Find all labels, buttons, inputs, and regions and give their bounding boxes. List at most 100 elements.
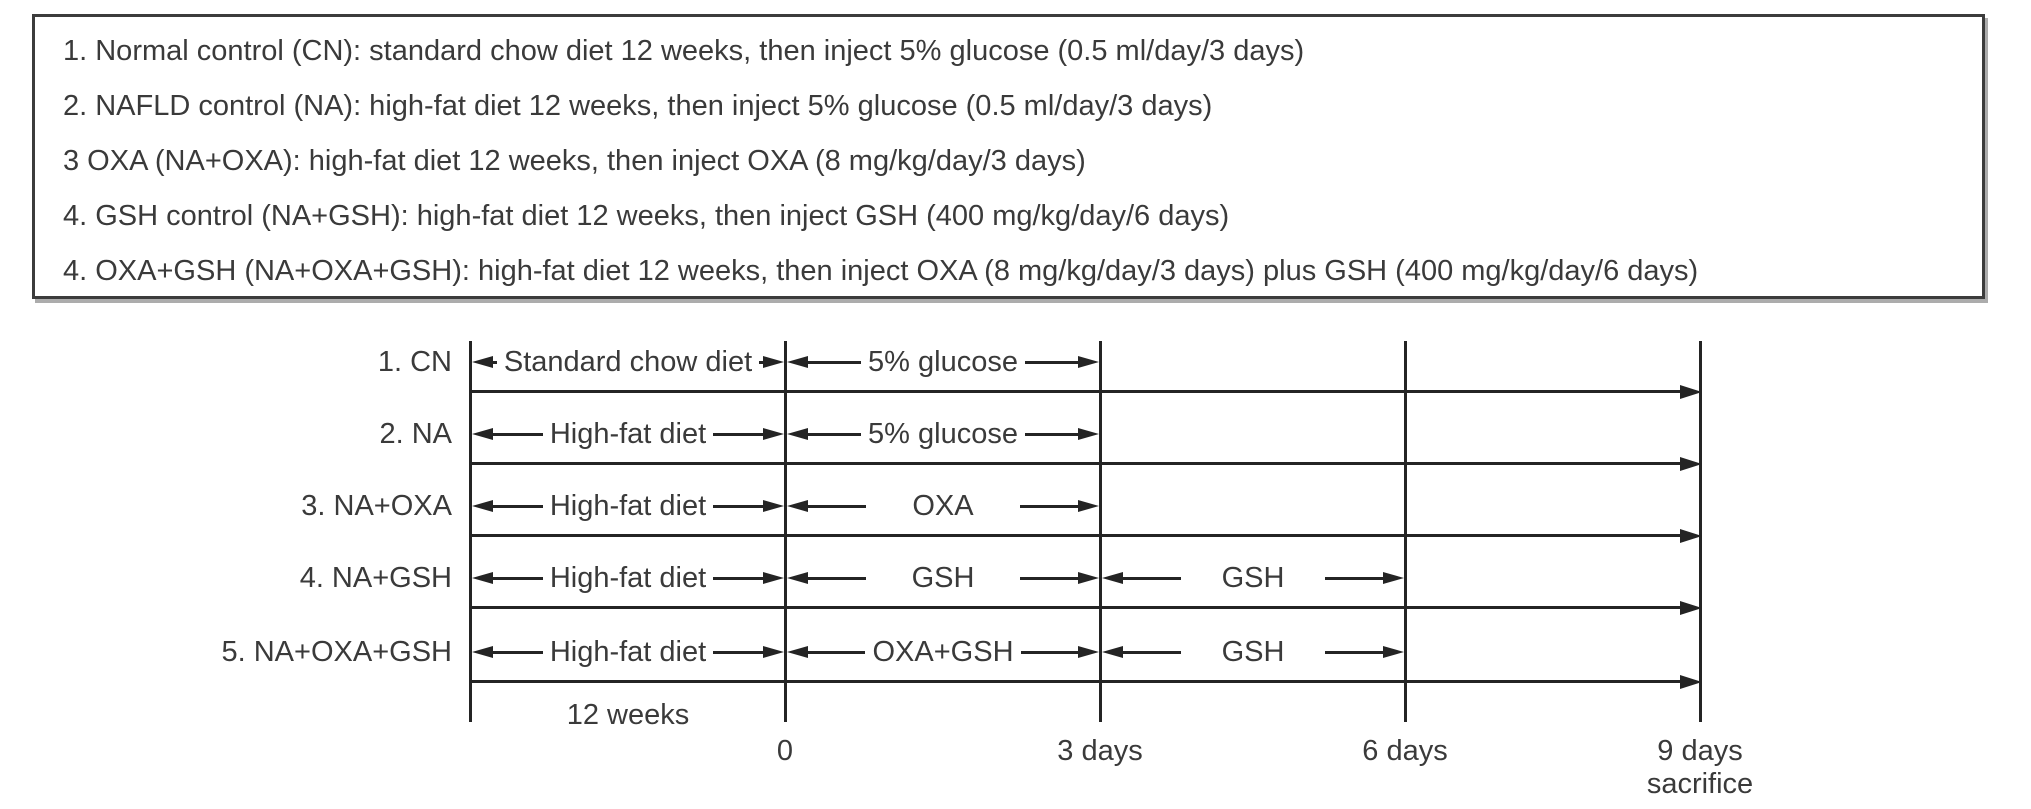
arrow-shaft [493, 432, 543, 436]
arrow-right-icon [1078, 500, 1099, 512]
arrow-shaft [759, 360, 763, 364]
group-label: 1. CN [377, 346, 452, 378]
phase-label: High-fat diet [549, 561, 707, 594]
arrow-right-icon [1078, 428, 1099, 440]
tick-day3: 3 days [1057, 735, 1143, 767]
arrow-shaft [713, 432, 763, 436]
arrow-shaft [713, 650, 763, 654]
arrow-right-icon [762, 500, 784, 512]
phase-label: OXA+GSH [872, 635, 1014, 668]
timeline-shaft [472, 680, 1680, 683]
arrow-left-icon [787, 356, 808, 368]
group-timeline-arrow [472, 384, 1702, 399]
legend-line-4: 4. GSH control (NA+GSH): high-fat diet 1… [63, 200, 1230, 232]
group-timeline-arrow [472, 600, 1702, 615]
timeline-row-na-gsh: 4. NA+GSH High-fat diet GSH GSH [0, 560, 2031, 615]
legend-line-5: 4. OXA+GSH (NA+OXA+GSH): high-fat diet 1… [63, 255, 1699, 287]
arrow-right-icon [1680, 674, 1702, 689]
injection-phase2-span: GSH [1102, 634, 1404, 670]
day3-line [1099, 341, 1102, 722]
arrow-right-icon [762, 646, 784, 658]
arrow-left-icon [1102, 572, 1123, 584]
phase-label: GSH [911, 561, 975, 594]
arrow-left-icon [787, 428, 808, 440]
arrow-right-icon [1078, 572, 1099, 584]
arrow-left-icon [787, 500, 808, 512]
injection-phase-span: 5% glucose [787, 416, 1099, 452]
arrow-shaft [1024, 432, 1078, 436]
group-timeline-arrow [472, 528, 1702, 543]
legend-line-1: 1. Normal control (CN): standard chow di… [63, 35, 1305, 67]
arrow-right-icon [1680, 528, 1702, 543]
phase-label: 5% glucose [868, 417, 1018, 450]
arrow-shaft [1123, 576, 1181, 580]
tick-day0: 0 [776, 735, 794, 767]
arrow-right-icon [1680, 456, 1702, 471]
arrow-shaft [808, 360, 862, 364]
diet-phase-span: High-fat diet [472, 488, 784, 524]
arrow-shaft [1123, 650, 1181, 654]
arrow-left-icon [1102, 646, 1123, 658]
phase-label: 5% glucose [868, 345, 1018, 378]
injection-phase2-span: GSH [1102, 560, 1404, 596]
timeline-row-na-oxa-gsh: 5. NA+OXA+GSH High-fat diet OXA+GSH GSH [0, 634, 2031, 689]
arrow-right-icon [1383, 646, 1404, 658]
arrow-left-icon [472, 500, 493, 512]
arrow-left-icon [472, 428, 493, 440]
group-timeline-arrow [472, 456, 1702, 471]
tick-day6: 6 days [1362, 735, 1448, 767]
arrow-left-icon [787, 646, 808, 658]
phase-label: High-fat diet [549, 635, 707, 668]
group-label: 3. NA+OXA [301, 490, 452, 522]
injection-phase-span: OXA+GSH [787, 634, 1099, 670]
group-label: 4. NA+GSH [299, 562, 452, 594]
injection-phase-span: 5% glucose [787, 344, 1099, 380]
group-label: 5. NA+OXA+GSH [221, 636, 453, 668]
arrow-shaft [808, 504, 866, 508]
arrow-shaft [713, 504, 763, 508]
arrow-left-icon [787, 572, 808, 584]
arrow-shaft [1020, 576, 1078, 580]
arrow-shaft [1020, 504, 1078, 508]
arrow-shaft [713, 576, 763, 580]
phase-label: High-fat diet [549, 489, 707, 522]
injection-phase-span: GSH [787, 560, 1099, 596]
phase-label: OXA [912, 489, 974, 522]
legend-line-3: 3 OXA (NA+OXA): high-fat diet 12 weeks, … [63, 145, 1086, 177]
group-legend-box: 1. Normal control (CN): standard chow di… [32, 14, 1985, 299]
diet-phase-span: High-fat diet [472, 634, 784, 670]
axis-start-line [469, 341, 472, 722]
arrow-shaft [1020, 650, 1078, 654]
timeline-shaft [472, 462, 1680, 465]
arrow-right-icon [1680, 384, 1702, 399]
tick-day9: 9 days [1657, 735, 1743, 767]
day6-line [1404, 341, 1407, 722]
arrow-shaft [493, 650, 543, 654]
phase-label: High-fat diet [549, 417, 707, 450]
arrow-shaft [1325, 576, 1383, 580]
arrow-left-icon [472, 356, 493, 368]
arrow-left-icon [472, 646, 493, 658]
group-timeline-arrow [472, 674, 1702, 689]
diet-phase-span: High-fat diet [472, 560, 784, 596]
arrow-right-icon [1383, 572, 1404, 584]
legend-line-2: 2. NAFLD control (NA): high-fat diet 12 … [63, 90, 1213, 122]
arrow-shaft [1024, 360, 1078, 364]
arrow-shaft [493, 576, 543, 580]
timeline-shaft [472, 606, 1680, 609]
arrow-right-icon [1680, 600, 1702, 615]
arrow-shaft [808, 650, 866, 654]
arrow-right-icon [762, 428, 784, 440]
arrow-left-icon [472, 572, 493, 584]
group-label: 2. NA [379, 418, 452, 450]
arrow-shaft [493, 360, 497, 364]
day0-line [784, 341, 787, 722]
diet-phase-span: Standard chow diet [472, 344, 784, 380]
sacrifice-label: sacrifice [1646, 768, 1754, 800]
timeline-row-na-oxa: 3. NA+OXA High-fat diet OXA [0, 488, 2031, 543]
arrow-shaft [1325, 650, 1383, 654]
timeline-shaft [472, 534, 1680, 537]
arrow-shaft [493, 504, 543, 508]
arrow-right-icon [1078, 646, 1099, 658]
